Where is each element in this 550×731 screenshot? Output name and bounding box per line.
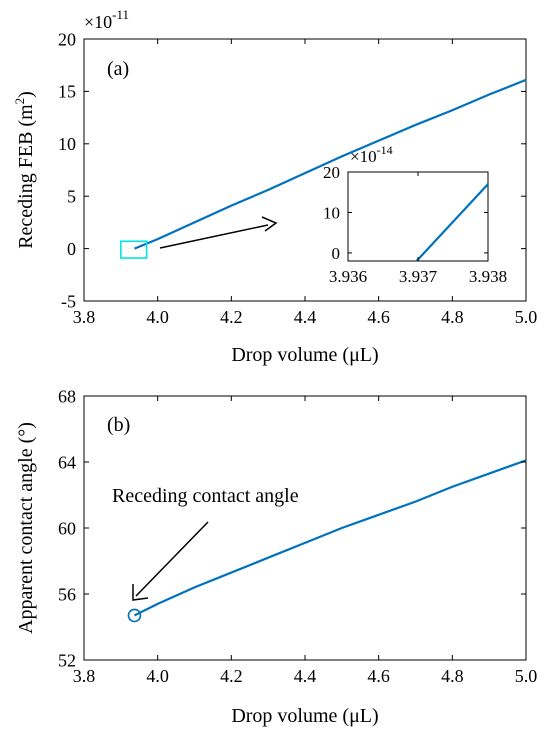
zoom-region-box <box>120 240 148 259</box>
y-tick-label: 20 <box>58 29 76 49</box>
x-tick-labels: 3.8 4.0 4.2 4.4 4.6 4.8 5.0 <box>73 396 538 686</box>
y-tick-label: 15 <box>58 82 76 102</box>
series-line <box>415 183 488 261</box>
y-tick-labels: -5 0 5 10 15 20 <box>58 29 526 311</box>
y-tick-label: 60 <box>58 518 76 538</box>
x-tick-label: 4.8 <box>441 666 464 686</box>
y-tick-label: 0 <box>67 239 76 259</box>
x-tick-label: 3.8 <box>73 307 96 327</box>
y-tick-label: 10 <box>323 203 340 222</box>
x-tick-label: 3.8 <box>73 666 96 686</box>
x-tick-label: 4.0 <box>146 307 169 327</box>
panel-label: (b) <box>107 414 130 436</box>
axes-box <box>83 38 527 302</box>
y-tick-label: 52 <box>58 650 76 670</box>
series-line <box>134 78 527 250</box>
y-tick-label: 5 <box>67 187 76 207</box>
x-axis-label: Drop volume (μL) <box>231 344 378 366</box>
inset-axes: 3.936 3.937 3.938 0 10 20 ×10-14 <box>323 143 507 286</box>
exponent-label: ×10-11 <box>84 7 129 32</box>
marker-circle <box>127 608 142 623</box>
y-tick-label: 68 <box>58 386 76 406</box>
y-tick-label: 0 <box>332 244 341 263</box>
y-axis-label: Receding FEB (m2) <box>12 91 37 249</box>
axes-box <box>83 395 527 661</box>
x-tick-labels: 3.8 4.0 4.2 4.4 4.6 4.8 5.0 <box>73 39 538 327</box>
y-tick-label: -5 <box>61 291 76 311</box>
y-tick-label: 56 <box>58 584 76 604</box>
series-line <box>133 459 527 617</box>
x-tick-label: 4.2 <box>220 307 243 327</box>
x-tick-label: 5.0 <box>515 666 538 686</box>
x-tick-label: 4.2 <box>220 666 243 686</box>
zoom-arrow <box>159 224 269 249</box>
zoom-arrow-head <box>261 216 278 232</box>
x-tick-label: 4.6 <box>367 307 390 327</box>
panel-a: 3.8 4.0 4.2 4.4 4.6 4.8 5.0 -5 0 5 10 15 20 (a) ×10… <box>12 7 537 366</box>
panel-b: 3.8 4.0 4.2 4.4 4.6 4.8 5.0 52 56 60 64 68 (b) Rec… <box>15 386 537 727</box>
y-tick-label: 64 <box>58 452 76 472</box>
annotation-arrow-head <box>132 584 149 601</box>
x-tick-label: 4.4 <box>294 666 317 686</box>
y-tick-label: 20 <box>323 163 340 182</box>
y-axis-label: Apparent contact angle (°) <box>15 422 37 634</box>
series-group <box>134 78 527 250</box>
x-tick-label: 4.0 <box>146 666 169 686</box>
x-axis-label: Drop volume (μL) <box>231 705 378 727</box>
annotation-arrow <box>135 521 209 597</box>
inset-box <box>347 171 489 262</box>
receding-point-marker <box>127 608 142 623</box>
inset-series-group <box>415 183 488 261</box>
inset-exponent-label: ×10-14 <box>350 143 393 166</box>
y-tick-label: 10 <box>58 134 76 154</box>
x-tick-label: 3.938 <box>469 267 507 286</box>
inset-y-tick-labels: 0 10 20 <box>323 163 488 263</box>
zoom-region-rect <box>120 240 148 259</box>
x-tick-label: 4.4 <box>294 307 317 327</box>
x-tick-label: 5.0 <box>515 307 538 327</box>
x-tick-label: 4.8 <box>441 307 464 327</box>
panel-label: (a) <box>107 58 129 80</box>
inset-x-tick-labels: 3.936 3.937 3.938 <box>329 172 507 286</box>
series-group <box>133 459 527 617</box>
x-tick-label: 4.6 <box>367 666 390 686</box>
annotation-label: Receding contact angle <box>112 485 299 507</box>
x-tick-label: 3.936 <box>329 267 367 286</box>
x-tick-label: 3.937 <box>399 267 438 286</box>
y-tick-labels: 52 56 60 64 68 <box>58 386 526 670</box>
